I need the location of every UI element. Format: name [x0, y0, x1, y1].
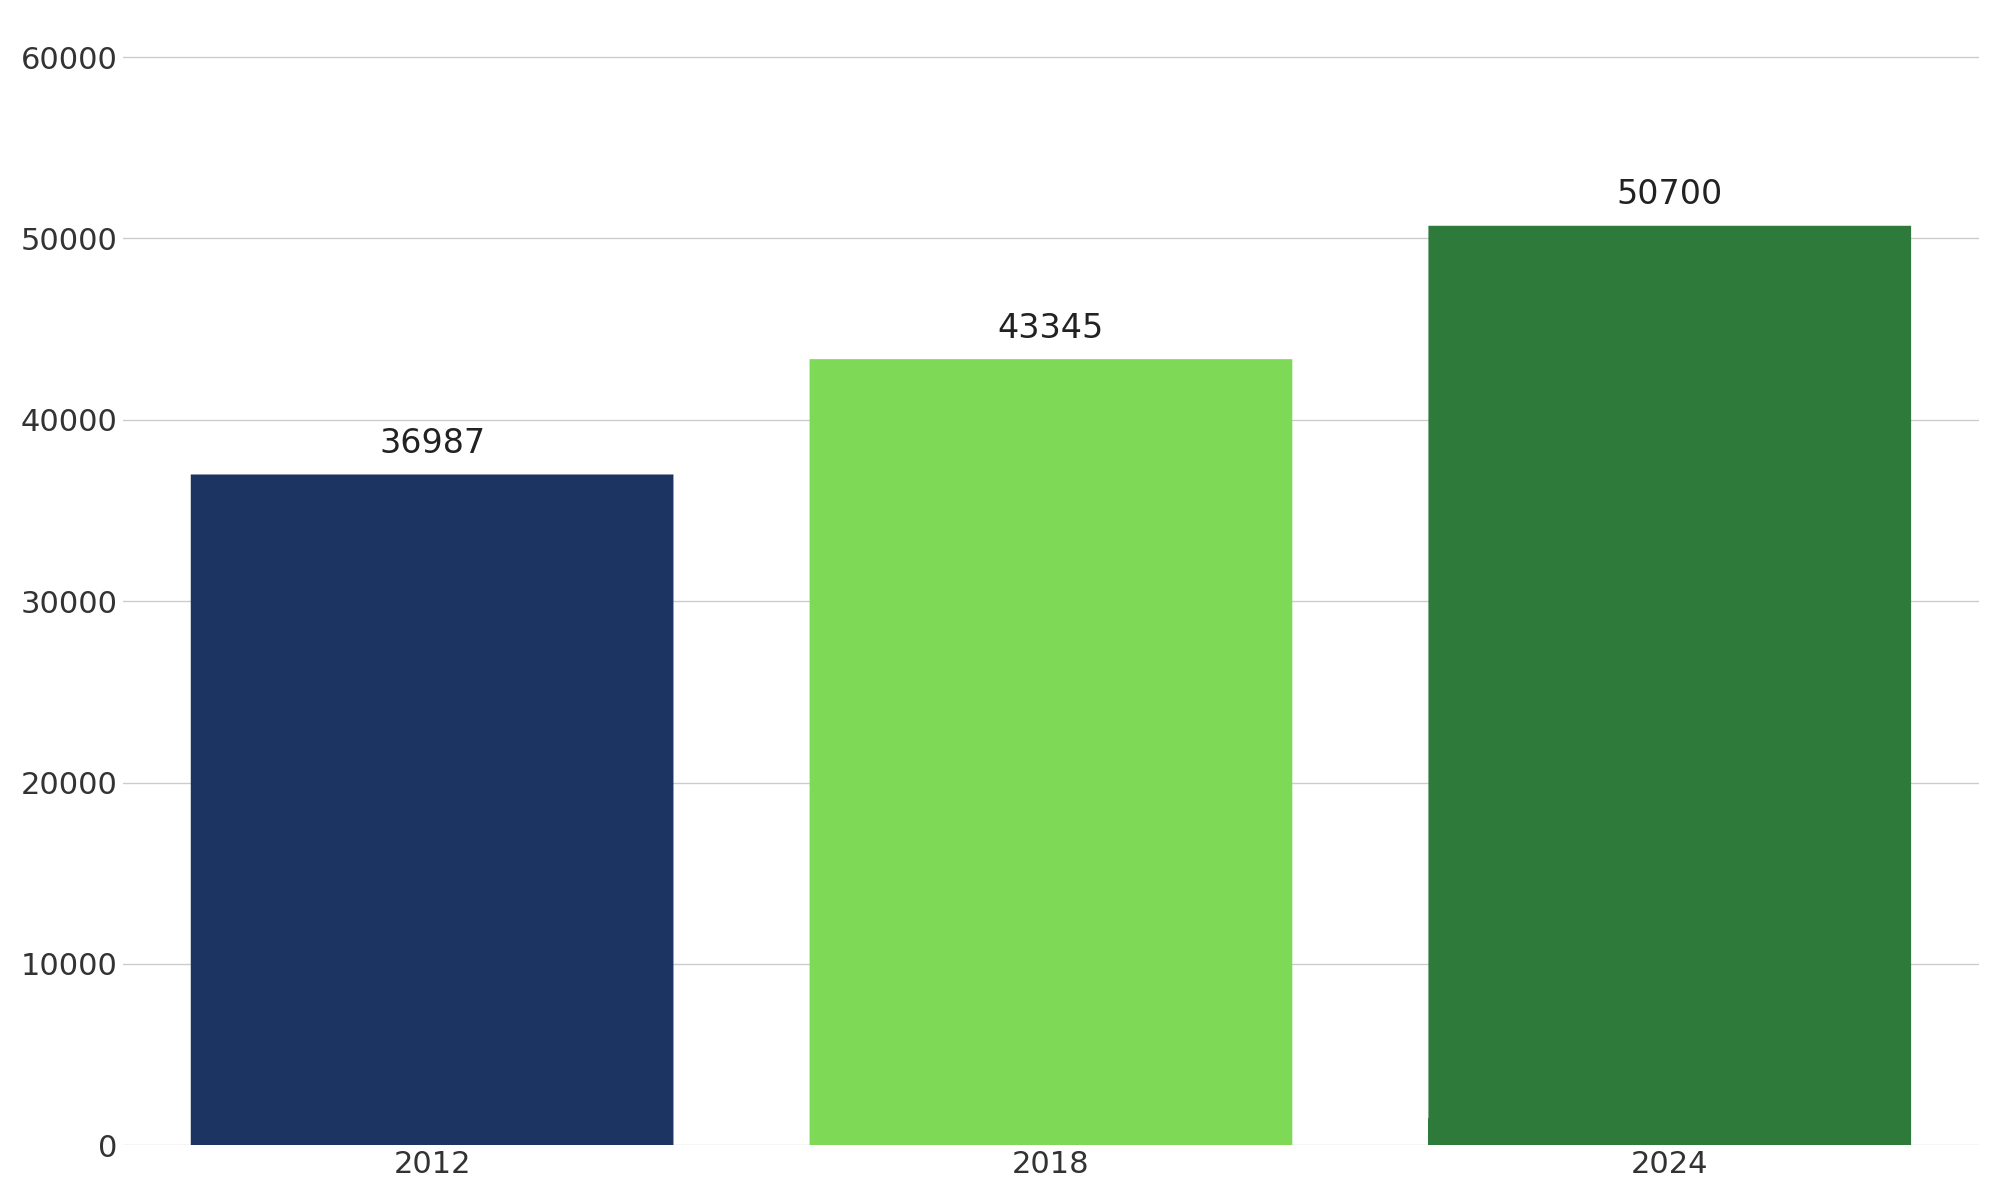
Text: 36987: 36987: [380, 427, 486, 460]
Bar: [190, 1118, 674, 1145]
Bar: [1428, 1118, 1912, 1145]
Text: 43345: 43345: [998, 312, 1104, 344]
FancyBboxPatch shape: [1428, 226, 1912, 1145]
Text: 50700: 50700: [1616, 178, 1722, 211]
FancyBboxPatch shape: [190, 474, 674, 1145]
FancyBboxPatch shape: [810, 359, 1292, 1145]
Bar: [810, 1118, 1292, 1145]
